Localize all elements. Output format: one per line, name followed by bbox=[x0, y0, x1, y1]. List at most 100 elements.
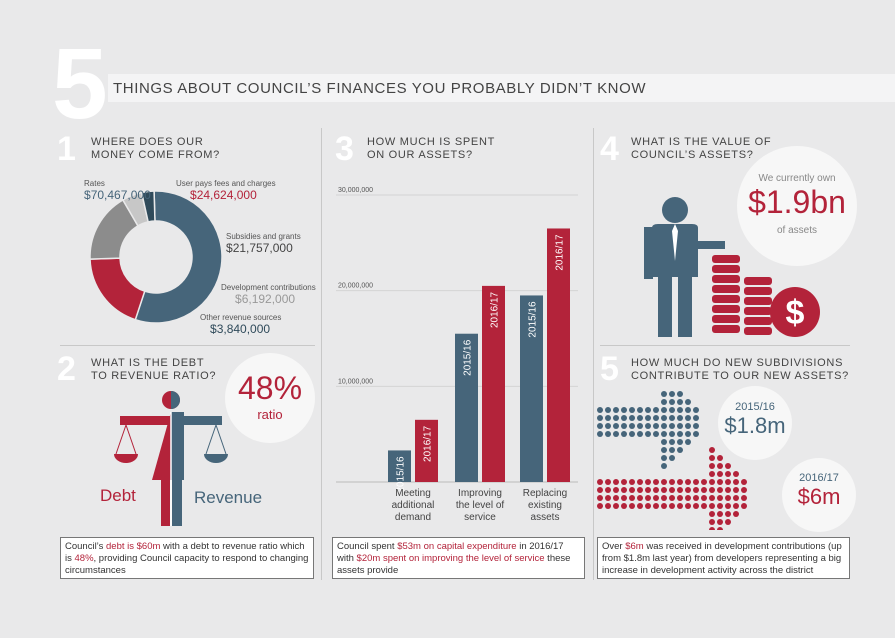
arrow-dot-2015 bbox=[669, 391, 675, 397]
arrow-dot-2016 bbox=[653, 503, 659, 509]
arrow-dot-2016 bbox=[629, 479, 635, 485]
arrow-dot-2016 bbox=[725, 463, 731, 469]
section-2-heading-line1: WHAT IS THE DEBT bbox=[91, 357, 205, 369]
arrow-dot-2015 bbox=[629, 431, 635, 437]
arrow-dot-2015 bbox=[669, 423, 675, 429]
userpays-prefix: $ bbox=[190, 188, 197, 202]
arrow-dot-2016 bbox=[693, 495, 699, 501]
subsidies-label: Subsidies and grants bbox=[226, 232, 301, 241]
x-category-label: Improving bbox=[458, 488, 502, 499]
arrow-dot-2016 bbox=[613, 487, 619, 493]
arrow-dot-2016 bbox=[741, 495, 747, 501]
section-1-heading-line2: MONEY COME FROM? bbox=[91, 149, 220, 161]
arrow-dot-2015 bbox=[669, 431, 675, 437]
arrow-dot-2015 bbox=[677, 391, 683, 397]
section-2-number: 2 bbox=[57, 350, 76, 388]
arrow-dot-2015 bbox=[661, 423, 667, 429]
rates-prefix: $ bbox=[84, 188, 91, 202]
x-category-label: assets bbox=[531, 512, 560, 523]
arrow-dot-2016 bbox=[669, 479, 675, 485]
arrow-dot-2016 bbox=[629, 495, 635, 501]
arrow-dot-2015 bbox=[677, 431, 683, 437]
arrow-dot-2015 bbox=[637, 407, 643, 413]
arrow-dot-2016 bbox=[725, 503, 731, 509]
contrib-2015-circle bbox=[718, 386, 792, 460]
arrow-dot-2015 bbox=[693, 415, 699, 421]
devcontrib-value: 6,192,000 bbox=[241, 292, 296, 306]
businessman-coins-icon: $ bbox=[644, 197, 820, 337]
arrow-dot-2016 bbox=[717, 455, 723, 461]
arrow-dot-2015 bbox=[613, 423, 619, 429]
arrow-dot-2015 bbox=[637, 431, 643, 437]
arrow-dot-2015 bbox=[669, 455, 675, 461]
section-2-heading: WHAT IS THE DEBT TO REVENUE RATIO? bbox=[91, 357, 331, 383]
arrow-dot-2016 bbox=[725, 487, 731, 493]
arrow-dot-2016 bbox=[709, 503, 715, 509]
arrow-dot-2016 bbox=[613, 503, 619, 509]
userpays-value: 24,624,000 bbox=[196, 188, 257, 202]
note-text: Over bbox=[602, 541, 626, 552]
debt-revenue-scale-icon bbox=[114, 391, 228, 526]
arrow-dot-2016 bbox=[709, 487, 715, 493]
arrow-dot-2016 bbox=[725, 511, 731, 517]
section-4-heading-line2: COUNCIL’S ASSETS? bbox=[631, 149, 754, 161]
section-4-heading-line1: WHAT IS THE VALUE OF bbox=[631, 136, 772, 148]
arrow-dot-2015 bbox=[685, 415, 691, 421]
bar-series-label: 2016/17 bbox=[423, 425, 434, 462]
arrow-dot-2016 bbox=[733, 495, 739, 501]
arrow-dot-2016 bbox=[677, 503, 683, 509]
arrow-dot-2016 bbox=[685, 487, 691, 493]
section-5-note: Over $6m was received in development con… bbox=[597, 537, 850, 579]
arrow-dot-2016 bbox=[725, 479, 731, 485]
arrow-dot-2016 bbox=[717, 495, 723, 501]
debt-label: Debt bbox=[100, 486, 136, 505]
arrow-dot-2016 bbox=[637, 479, 643, 485]
userpays-label-group: User pays fees and charges $24,624,000 bbox=[176, 179, 276, 202]
arrow-dot-2015 bbox=[685, 439, 691, 445]
arrow-dot-2015 bbox=[629, 423, 635, 429]
arrow-dot-2016 bbox=[709, 527, 715, 530]
ratio-value: 48% bbox=[237, 370, 303, 406]
note-text: these assets provide bbox=[337, 553, 571, 576]
note-highlight: $6m bbox=[625, 541, 644, 552]
userpays-label: User pays fees and charges bbox=[176, 179, 276, 188]
arrow-dot-2015 bbox=[613, 415, 619, 421]
x-category-label: the level of bbox=[456, 500, 505, 511]
arrow-dot-2015 bbox=[613, 407, 619, 413]
y-tick-label: 20,000,000 bbox=[338, 283, 373, 290]
title-bar bbox=[108, 74, 895, 102]
arrow-dot-2015 bbox=[621, 407, 627, 413]
arrow-dot-2015 bbox=[645, 423, 651, 429]
bar-series-label: 2015/16 bbox=[463, 339, 474, 376]
arrow-dot-2016 bbox=[613, 479, 619, 485]
arrow-dot-2016 bbox=[645, 487, 651, 493]
arrow-dot-2015 bbox=[693, 431, 699, 437]
arrow-dot-2016 bbox=[621, 487, 627, 493]
section-5-heading: HOW MUCH DO NEW SUBDIVISIONS CONTRIBUTE … bbox=[631, 357, 891, 383]
assets-bottom-text: of assets bbox=[776, 225, 818, 236]
arrow-dot-2016 bbox=[701, 479, 707, 485]
other-value: 3,840,000 bbox=[216, 322, 271, 336]
arrow-dot-2016 bbox=[709, 519, 715, 525]
contrib-2015-year: 2015/16 bbox=[735, 401, 775, 413]
arrow-dot-2016 bbox=[733, 503, 739, 509]
other-label-group: Other revenue sources $3,840,000 bbox=[200, 313, 281, 336]
arrow-dot-2016 bbox=[605, 503, 611, 509]
donut-slice-4 bbox=[140, 190, 156, 223]
arrow-dot-2015 bbox=[661, 431, 667, 437]
devcontrib-label: Development contributions bbox=[221, 283, 316, 292]
arrow-dot-2015 bbox=[645, 415, 651, 421]
arrow-dot-2016 bbox=[709, 455, 715, 461]
arrow-dot-2015 bbox=[661, 439, 667, 445]
ratio-label: ratio bbox=[257, 407, 283, 422]
section-1-number: 1 bbox=[57, 130, 76, 168]
bar-series-label: 2015/16 bbox=[528, 301, 539, 338]
arrow-dot-2015 bbox=[621, 431, 627, 437]
arrow-dot-2015 bbox=[661, 391, 667, 397]
arrow-dot-2015 bbox=[613, 431, 619, 437]
section-4-number: 4 bbox=[600, 130, 619, 168]
arrow-dot-2015 bbox=[653, 407, 659, 413]
arrow-dot-2016 bbox=[701, 495, 707, 501]
arrow-dot-2015 bbox=[685, 399, 691, 405]
rates-value: 70,467,000 bbox=[90, 188, 151, 202]
